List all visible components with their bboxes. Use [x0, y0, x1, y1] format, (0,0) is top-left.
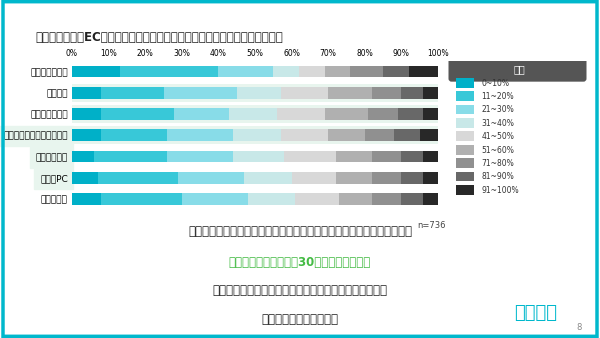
- FancyBboxPatch shape: [456, 158, 474, 168]
- Text: 11~20%: 11~20%: [482, 92, 514, 101]
- Text: 81~90%: 81~90%: [482, 172, 514, 182]
- Bar: [409, 66, 438, 77]
- Text: 嗜好品であることから顧客満足度を上げる梱包・発送に: 嗜好品であることから顧客満足度を上げる梱包・発送に: [212, 284, 388, 296]
- Bar: [233, 151, 284, 162]
- Bar: [72, 172, 98, 184]
- Bar: [372, 172, 401, 184]
- Text: こだわっている可能性も: こだわっている可能性も: [262, 313, 338, 326]
- Bar: [424, 108, 438, 120]
- Bar: [372, 87, 401, 99]
- Bar: [350, 66, 383, 77]
- Bar: [233, 129, 281, 141]
- Bar: [229, 108, 277, 120]
- Text: 31~40%: 31~40%: [482, 119, 514, 128]
- Bar: [325, 108, 368, 120]
- Bar: [101, 129, 167, 141]
- FancyBboxPatch shape: [456, 172, 474, 181]
- Bar: [394, 129, 420, 141]
- Bar: [365, 129, 394, 141]
- Text: 現在扱っているEC事業の商材カテゴリ別の売り上げに対する物流費用の割合: 現在扱っているEC事業の商材カテゴリ別の売り上げに対する物流費用の割合: [35, 31, 283, 44]
- Bar: [182, 193, 248, 205]
- Bar: [178, 172, 244, 184]
- Bar: [335, 151, 372, 162]
- Bar: [72, 151, 94, 162]
- Bar: [372, 193, 401, 205]
- Bar: [72, 66, 119, 77]
- Text: 8: 8: [577, 323, 582, 332]
- Bar: [277, 108, 325, 120]
- Bar: [119, 66, 218, 77]
- Text: エンタメグッズやアパレル、アウトドア用品といった嗜好品カテゴリは: エンタメグッズやアパレル、アウトドア用品といった嗜好品カテゴリは: [188, 225, 412, 238]
- Bar: [398, 108, 424, 120]
- Bar: [424, 193, 438, 205]
- Text: n=736: n=736: [417, 221, 445, 231]
- Bar: [292, 172, 335, 184]
- Bar: [401, 151, 424, 162]
- Bar: [94, 151, 167, 162]
- Bar: [401, 87, 424, 99]
- Text: ウルロジ: ウルロジ: [514, 305, 557, 322]
- Bar: [383, 66, 409, 77]
- Bar: [281, 87, 328, 99]
- FancyBboxPatch shape: [456, 91, 474, 101]
- Bar: [72, 87, 101, 99]
- Bar: [368, 108, 398, 120]
- Bar: [424, 87, 438, 99]
- Bar: [328, 87, 372, 99]
- Bar: [237, 87, 281, 99]
- Bar: [284, 151, 335, 162]
- FancyBboxPatch shape: [456, 118, 474, 128]
- Text: 0~10%: 0~10%: [482, 79, 509, 88]
- FancyBboxPatch shape: [456, 185, 474, 195]
- Bar: [101, 108, 175, 120]
- Bar: [98, 172, 178, 184]
- Bar: [175, 108, 229, 120]
- Bar: [101, 87, 163, 99]
- Bar: [244, 172, 292, 184]
- FancyBboxPatch shape: [456, 78, 474, 88]
- Bar: [72, 126, 438, 144]
- Bar: [248, 193, 295, 205]
- Bar: [424, 151, 438, 162]
- Bar: [101, 193, 182, 205]
- FancyBboxPatch shape: [449, 58, 587, 82]
- FancyBboxPatch shape: [456, 105, 474, 114]
- Bar: [295, 193, 339, 205]
- Bar: [72, 108, 101, 120]
- FancyBboxPatch shape: [456, 131, 474, 141]
- Bar: [167, 151, 233, 162]
- Bar: [401, 193, 424, 205]
- Bar: [401, 172, 424, 184]
- Text: 41~50%: 41~50%: [482, 132, 514, 141]
- Text: 71~80%: 71~80%: [482, 159, 514, 168]
- Bar: [72, 105, 438, 123]
- Bar: [163, 87, 236, 99]
- Bar: [420, 129, 438, 141]
- FancyBboxPatch shape: [456, 145, 474, 154]
- Text: 半数以上が物流費用に30％以上割いている: 半数以上が物流費用に30％以上割いている: [229, 256, 371, 268]
- Bar: [167, 129, 233, 141]
- Bar: [299, 66, 325, 77]
- Bar: [424, 172, 438, 184]
- Bar: [281, 129, 328, 141]
- Text: 比率: 比率: [513, 64, 525, 74]
- Bar: [218, 66, 274, 77]
- Text: 91~100%: 91~100%: [482, 186, 519, 195]
- Bar: [328, 129, 365, 141]
- Bar: [372, 151, 401, 162]
- Bar: [325, 66, 350, 77]
- Bar: [72, 84, 438, 102]
- Bar: [339, 193, 372, 205]
- Text: 51~60%: 51~60%: [482, 146, 514, 154]
- Bar: [72, 193, 101, 205]
- Bar: [72, 129, 101, 141]
- Bar: [274, 66, 299, 77]
- Bar: [335, 172, 372, 184]
- Text: 21~30%: 21~30%: [482, 105, 514, 115]
